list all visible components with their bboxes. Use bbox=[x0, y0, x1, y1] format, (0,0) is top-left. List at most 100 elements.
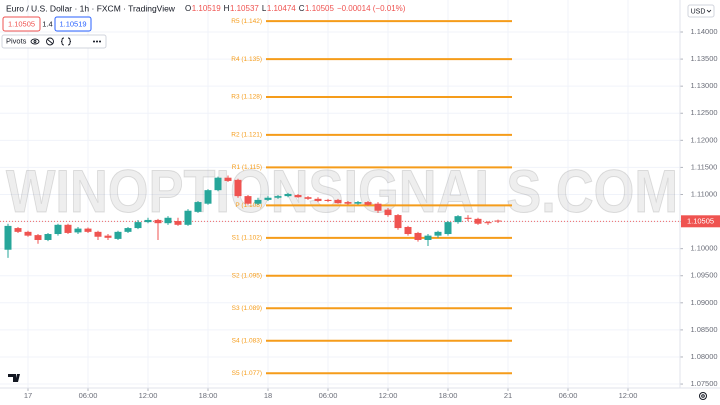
candle-body bbox=[444, 222, 452, 235]
x-tick-label: 18:00 bbox=[199, 391, 218, 400]
ohlc-key: O bbox=[185, 4, 191, 13]
y-tick-label: 1.09500 bbox=[690, 271, 717, 280]
ohlc-key: H bbox=[224, 4, 230, 13]
ohlc-value: 1.10474 bbox=[267, 4, 296, 13]
candle-body bbox=[334, 199, 342, 204]
y-tick-label: 1.13000 bbox=[690, 81, 717, 90]
candle-body bbox=[94, 231, 102, 237]
candle-body bbox=[434, 231, 442, 236]
sell-button[interactable] bbox=[2, 16, 41, 32]
price-change: −0.00014 (−0.01%) bbox=[337, 4, 406, 13]
x-tick-label: 18:00 bbox=[439, 391, 458, 400]
y-tick-label: 1.08000 bbox=[690, 352, 717, 361]
pivot-label: S1 (1.102) bbox=[232, 235, 262, 242]
buy-button[interactable] bbox=[54, 16, 92, 32]
candle-body bbox=[404, 226, 412, 235]
x-tick-label: 06:00 bbox=[559, 391, 578, 400]
candle-body bbox=[304, 197, 312, 199]
spread: 1.4 bbox=[42, 19, 52, 28]
candle-body bbox=[394, 215, 402, 229]
pivot-label: P (1.108) bbox=[235, 202, 262, 209]
candle-body bbox=[364, 202, 372, 205]
candle-body bbox=[214, 177, 222, 191]
candle-body bbox=[384, 209, 392, 216]
candle-body bbox=[314, 198, 322, 201]
candle-body bbox=[494, 220, 502, 222]
pivot-label: R2 (1.121) bbox=[231, 132, 262, 139]
candle-body bbox=[114, 231, 122, 239]
indicator-name: Pivots bbox=[6, 36, 27, 45]
y-tick-label: 1.12500 bbox=[690, 108, 717, 117]
candle-body bbox=[74, 228, 82, 233]
ohlc-value: 1.10519 bbox=[192, 4, 221, 13]
candle-body bbox=[194, 202, 202, 212]
candle-body bbox=[24, 231, 32, 236]
plot: R5 (1.142) R4 (1.135) R3 (1.128) R2 (1.121)… bbox=[0, 18, 680, 377]
candle-body bbox=[374, 203, 382, 211]
candle-body bbox=[264, 197, 272, 200]
pivot-label: S5 (1.077) bbox=[232, 370, 262, 377]
tradingview-logo bbox=[8, 374, 20, 382]
candle-body bbox=[344, 202, 352, 204]
candle-body bbox=[134, 222, 142, 229]
y-tick-label: 1.09000 bbox=[690, 298, 717, 307]
sell-price: 1.10505 bbox=[8, 19, 35, 28]
y-tick-label: 1.07500 bbox=[690, 379, 717, 388]
indicator-legend[interactable] bbox=[1, 34, 107, 49]
candle-body bbox=[244, 196, 252, 204]
candle-body bbox=[294, 195, 302, 198]
currency: USD bbox=[691, 8, 706, 15]
candle-body bbox=[284, 193, 292, 197]
candle-body bbox=[34, 235, 42, 240]
symbol-title: Euro / U.S. Dollar · 1h · FXCM · Trading… bbox=[6, 3, 176, 13]
candle-body bbox=[474, 218, 482, 224]
ohlc-key: L bbox=[262, 4, 267, 13]
candle-body bbox=[184, 210, 192, 225]
candle-body bbox=[64, 224, 72, 233]
settings-icon[interactable] bbox=[699, 392, 707, 400]
y-tick-label: 1.11500 bbox=[691, 162, 718, 171]
candle-body bbox=[274, 196, 282, 198]
watermark: WINOPTIONSIGNALS.COM bbox=[6, 158, 678, 225]
candle-body bbox=[174, 221, 182, 225]
currency-button[interactable] bbox=[687, 4, 715, 18]
ohlc-legend: O 1.10519 H 1.10537 L 1.10474 C 1.10505 −0.00014… bbox=[185, 4, 406, 13]
y-tick-label: 1.11000 bbox=[691, 189, 718, 198]
pivot-label: S3 (1.089) bbox=[232, 305, 262, 312]
candle-body bbox=[224, 177, 232, 181]
candle-body bbox=[354, 202, 362, 204]
x-tick-label: 17 bbox=[24, 391, 32, 400]
candle-body bbox=[204, 190, 212, 204]
candle-body bbox=[234, 179, 242, 197]
last-price-label: 1.10505 bbox=[687, 216, 714, 225]
candle-body bbox=[454, 216, 462, 223]
ohlc-value: 1.10505 bbox=[305, 4, 334, 13]
candle-body bbox=[484, 222, 492, 224]
pivot-label: S4 (1.083) bbox=[232, 337, 262, 344]
x-tick-label: 12:00 bbox=[139, 391, 158, 400]
candle-body bbox=[414, 232, 422, 240]
candle-body bbox=[254, 199, 262, 204]
indicator-icons[interactable] bbox=[30, 37, 102, 46]
y-tick-label: 1.13500 bbox=[690, 54, 717, 63]
pivot-label: R3 (1.128) bbox=[231, 94, 262, 101]
buy-price: 1.10519 bbox=[59, 19, 86, 28]
candle-body bbox=[54, 224, 62, 235]
pivot-label: R5 (1.142) bbox=[231, 18, 262, 25]
pivot-label: R1 (1.115) bbox=[232, 164, 262, 171]
candle-body bbox=[464, 217, 472, 219]
candle-body bbox=[84, 228, 92, 232]
candle-body bbox=[144, 219, 152, 223]
ohlc-key: C bbox=[299, 4, 305, 13]
ohlc-value: 1.10537 bbox=[230, 4, 259, 13]
pivot-label: R4 (1.135) bbox=[231, 56, 262, 63]
y-tick-label: 1.14000 bbox=[690, 27, 717, 36]
candle-body bbox=[324, 199, 332, 201]
y-tick-label: 1.08500 bbox=[690, 325, 717, 334]
x-tick-label: 21 bbox=[504, 391, 512, 400]
x-tick-label: 12:00 bbox=[619, 391, 638, 400]
y-tick-label: 1.10000 bbox=[690, 244, 717, 253]
x-tick-label: 12:00 bbox=[379, 391, 398, 400]
pivot-label: S2 (1.095) bbox=[232, 272, 262, 279]
